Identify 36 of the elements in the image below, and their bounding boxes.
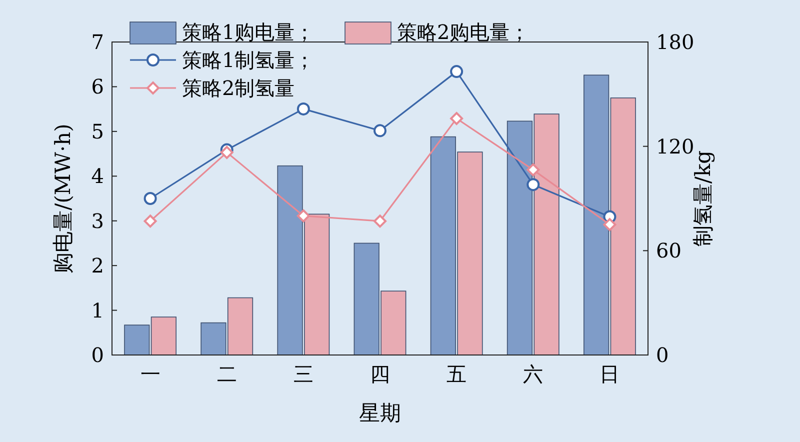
legend-label: 策略2制氢量 <box>182 76 295 100</box>
point <box>144 214 157 228</box>
point <box>296 209 310 222</box>
legend-label: 策略2购电量； <box>397 20 530 44</box>
point <box>603 218 616 232</box>
legend-label: 策略1购电量； <box>182 20 315 44</box>
y-axis-title: 购电量/(MW·h) <box>51 124 75 274</box>
point <box>374 124 386 138</box>
y-tick-label: 6 <box>91 74 104 99</box>
x-axis-title: 星期 <box>359 401 401 425</box>
y-tick-label: 2 <box>91 254 104 278</box>
x-tick-label: 一 <box>140 362 160 386</box>
y-tick-label: 0 <box>91 343 104 367</box>
x-tick-label: 四 <box>370 362 390 386</box>
x-tick-label: 六 <box>523 362 544 386</box>
y2-tick-label: 60 <box>656 238 682 263</box>
y-tick-label: 4 <box>91 164 104 188</box>
y-tick-label: 5 <box>91 119 104 144</box>
y-tick-label: 7 <box>91 30 104 54</box>
point <box>220 146 234 159</box>
point <box>374 214 386 228</box>
x-tick-label: 五 <box>446 362 467 386</box>
point <box>526 163 540 176</box>
x-tick-label: 二 <box>216 362 237 386</box>
point <box>526 178 540 192</box>
point <box>450 112 464 126</box>
point <box>450 65 464 78</box>
point <box>144 192 157 205</box>
point <box>296 102 310 116</box>
y-tick-label: 3 <box>91 208 104 233</box>
x-tick-label: 三 <box>293 362 314 386</box>
x-tick-label: 日 <box>600 362 620 386</box>
y2-tick-label: 180 <box>656 30 694 54</box>
y-tick-label: 1 <box>91 298 104 322</box>
y2-tick-label: 0 <box>656 343 669 367</box>
legend-label: 策略1制氢量； <box>182 48 315 72</box>
